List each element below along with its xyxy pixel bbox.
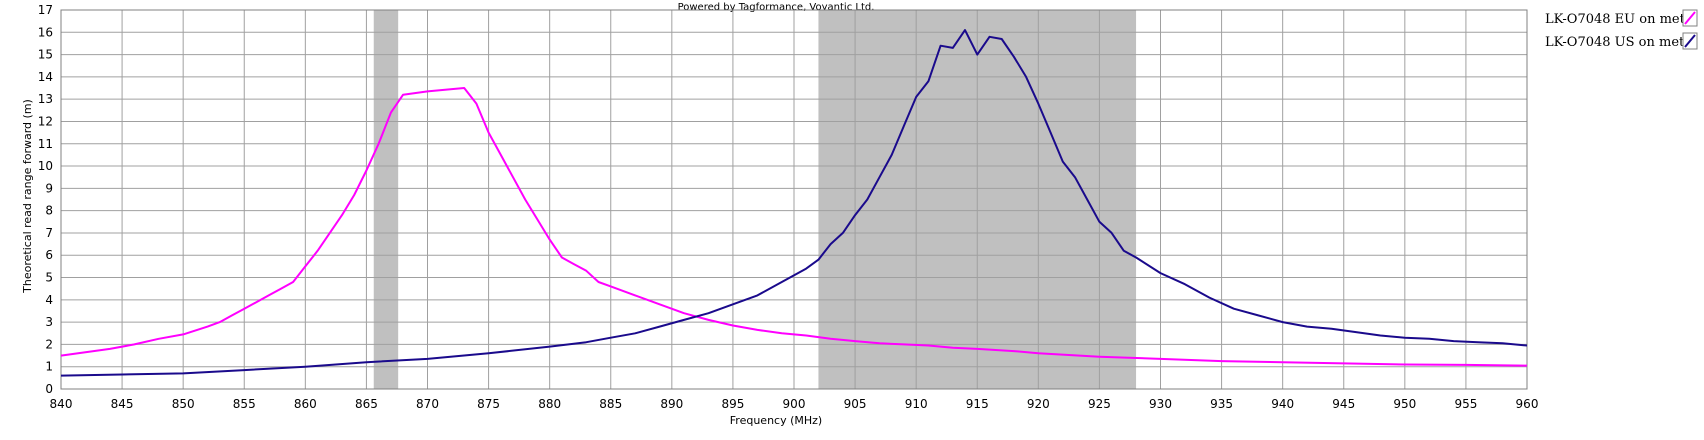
y-tick-label: 10 <box>38 159 53 173</box>
y-tick-label: 8 <box>45 204 53 218</box>
x-tick-label: 910 <box>905 397 928 411</box>
x-tick-label: 905 <box>844 397 867 411</box>
x-tick-label: 855 <box>233 397 256 411</box>
y-tick-label: 7 <box>45 226 53 240</box>
x-tick-label: 925 <box>1088 397 1111 411</box>
y-tick-label: 11 <box>38 137 53 151</box>
legend-swatch-line <box>1684 34 1696 48</box>
y-tick-label: 4 <box>45 293 53 307</box>
x-tick-label: 915 <box>966 397 989 411</box>
y-tick-label: 16 <box>38 25 53 39</box>
y-tick-label: 17 <box>38 3 53 17</box>
x-tick-label: 940 <box>1271 397 1294 411</box>
x-tick-label: 895 <box>721 397 744 411</box>
legend-item-1[interactable]: LK-O7048 US on metal <box>1545 32 1698 50</box>
series-lines <box>60 29 1528 377</box>
x-tick-label: 920 <box>1027 397 1050 411</box>
x-tick-label: 890 <box>660 397 683 411</box>
chart-credit: Powered by Tagformance, Voyantic Ltd. <box>678 2 875 13</box>
x-tick-label: 870 <box>416 397 439 411</box>
x-tick-label: 840 <box>50 397 73 411</box>
x-tick-label: 955 <box>1454 397 1477 411</box>
x-axis-ticks: 840 845 850 855 860 865 870 875 880 885 890 895 900 9… <box>50 397 1539 411</box>
x-tick-label: 900 <box>783 397 806 411</box>
y-tick-label: 0 <box>45 382 53 396</box>
x-tick-label: 960 <box>1516 397 1539 411</box>
x-tick-label: 880 <box>538 397 561 411</box>
x-tick-label: 865 <box>355 397 378 411</box>
grid-lines <box>60 9 1528 390</box>
y-tick-label: 1 <box>45 360 53 374</box>
x-tick-label: 885 <box>599 397 622 411</box>
legend-swatch-line <box>1684 11 1696 25</box>
y-tick-label: 15 <box>38 48 53 62</box>
x-tick-label: 930 <box>1149 397 1172 411</box>
y-tick-label: 3 <box>45 315 53 329</box>
series-line-0 <box>60 87 1528 367</box>
x-tick-label: 860 <box>294 397 317 411</box>
legend-item-0[interactable]: LK-O7048 EU on metal <box>1545 9 1698 27</box>
x-tick-label: 945 <box>1332 397 1355 411</box>
y-tick-label: 12 <box>38 114 53 128</box>
y-tick-label: 14 <box>38 70 53 84</box>
x-tick-label: 875 <box>477 397 500 411</box>
y-axis-label: Theoretical read range forward (m) <box>21 99 34 294</box>
legend-label: LK-O7048 EU on metal <box>1545 12 1697 27</box>
plot-frame <box>60 9 1528 390</box>
legend-label: LK-O7048 US on metal <box>1545 35 1696 50</box>
y-tick-label: 2 <box>45 337 53 351</box>
shaded-band-0 <box>373 10 399 389</box>
x-tick-label: 850 <box>172 397 195 411</box>
x-tick-label: 845 <box>111 397 134 411</box>
y-tick-label: 13 <box>38 92 53 106</box>
y-tick-label: 6 <box>45 248 53 262</box>
x-tick-label: 935 <box>1210 397 1233 411</box>
x-tick-label: 950 <box>1393 397 1416 411</box>
series-line-1 <box>60 29 1528 377</box>
x-axis-label: Frequency (MHz) <box>730 414 822 427</box>
legend[interactable]: LK-O7048 EU on metal LK-O7048 US on metal <box>1545 9 1698 50</box>
y-tick-label: 9 <box>45 181 53 195</box>
y-tick-label: 5 <box>45 271 53 285</box>
